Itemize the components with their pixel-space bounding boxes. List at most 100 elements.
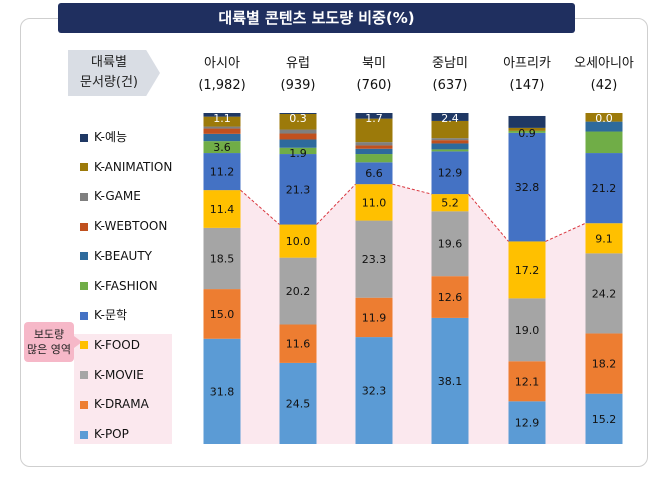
bar-segment — [431, 113, 469, 121]
data-label: 20.2 — [286, 285, 311, 298]
bar-segment — [355, 184, 393, 221]
category-label: 유럽 — [286, 56, 310, 71]
bar-segment — [203, 141, 241, 154]
data-label: 19.6 — [438, 238, 463, 251]
data-label: 0.3 — [289, 112, 307, 125]
highlight-callout: 보도량 많은 영역 — [24, 322, 82, 362]
bar-segment — [508, 130, 546, 133]
bar-segment — [355, 162, 393, 185]
data-label: 15.0 — [210, 308, 235, 321]
data-label: 3.6 — [213, 141, 231, 154]
data-label: 31.8 — [210, 385, 235, 398]
data-label: 12.9 — [438, 167, 463, 180]
bar-segment — [355, 297, 393, 338]
highlight-connector-line — [240, 189, 280, 225]
bar-segment — [508, 132, 546, 242]
category-label: 중남미 — [432, 56, 468, 71]
legend-item: K-문학 — [80, 307, 127, 323]
bar-segment — [431, 194, 469, 212]
category-count: (1,982) — [198, 78, 246, 93]
bar-segment — [431, 149, 469, 152]
legend-item: K-FOOD — [80, 337, 140, 353]
legend-item: K-BEAUTY — [80, 248, 152, 264]
data-label: 32.3 — [362, 385, 387, 398]
legend-swatch — [80, 222, 88, 231]
legend-label: K-GAME — [94, 189, 141, 204]
legend-item: K-예능 — [80, 129, 127, 145]
category-count: (760) — [356, 78, 392, 93]
bar-segment — [508, 361, 546, 402]
callout-line2: 많은 영역 — [27, 343, 71, 356]
bar-segment — [355, 113, 393, 119]
legend-swatch — [80, 133, 88, 142]
bar-segment — [585, 131, 623, 154]
legend-swatch — [80, 192, 88, 201]
bar-segment — [585, 121, 623, 132]
legend-item: K-POP — [80, 426, 129, 442]
data-label: 12.1 — [515, 375, 540, 388]
category-label: 아프리카 — [503, 56, 551, 71]
bar-segment — [279, 224, 317, 258]
bar-segment — [585, 223, 623, 254]
legend-swatch — [80, 311, 88, 320]
data-label: 12.6 — [438, 291, 463, 304]
bar-segment — [508, 115, 546, 128]
legend-label: K-FOOD — [94, 337, 140, 352]
legend-swatch — [80, 163, 88, 172]
bar-segment — [279, 362, 317, 444]
data-label: 24.5 — [286, 397, 311, 410]
bar-segment — [203, 128, 241, 134]
bar-segment — [203, 338, 241, 444]
bar-segment — [355, 142, 393, 146]
bar-segment — [431, 211, 469, 277]
bar-segment — [279, 129, 317, 134]
bar-segment — [355, 154, 393, 163]
category-count: (637) — [432, 78, 468, 93]
legend-label: K-예능 — [94, 130, 128, 144]
highlight-legend-area — [74, 334, 172, 444]
data-label: 21.2 — [592, 182, 617, 195]
data-label: 2.4 — [441, 112, 459, 125]
bar-segment — [355, 145, 393, 149]
data-label: 5.2 — [441, 197, 459, 210]
category-label: 아시아 — [204, 56, 240, 71]
data-label: 6.6 — [365, 167, 383, 180]
bar-segment — [585, 253, 623, 334]
bar-segment — [431, 143, 469, 150]
legend-item: K-GAME — [80, 188, 141, 204]
legend-label: K-문학 — [94, 308, 128, 323]
bar-segment — [355, 220, 393, 298]
legend-label: K-DRAMA — [94, 397, 149, 412]
legend-item: K-ANIMATION — [80, 159, 172, 175]
bar-segment — [203, 126, 241, 129]
bar-segment — [585, 153, 623, 224]
data-label: 32.8 — [515, 181, 540, 194]
bar-segment — [355, 148, 393, 155]
bar-segment — [279, 257, 317, 325]
chart-title: 대륙별 콘텐츠 보도량 비중(%) — [58, 3, 575, 33]
bar-segment — [279, 113, 317, 114]
bar-segment — [203, 133, 241, 142]
bar-segment — [279, 133, 317, 140]
legend-label: K-MOVIE — [94, 367, 144, 382]
data-label: 18.5 — [210, 252, 235, 265]
bar-segment — [355, 337, 393, 444]
data-label: 0.0 — [595, 112, 613, 125]
category-label: 오세아니아 — [574, 56, 634, 71]
legend-item: K-WEBTOON — [80, 218, 167, 234]
legend-label: K-BEAUTY — [94, 248, 152, 263]
bar-segment — [203, 113, 241, 117]
bar-segment — [203, 289, 241, 339]
legend-swatch — [80, 252, 88, 261]
data-label: 10.0 — [286, 235, 311, 248]
data-label: 18.2 — [592, 358, 617, 371]
legend-item: K-FASHION — [80, 278, 158, 294]
bar-segment — [431, 138, 469, 141]
bar-segment — [431, 120, 469, 139]
header-label-line1: 대륙별 — [91, 55, 127, 70]
category-count: (147) — [509, 78, 545, 93]
highlight-connector-line — [545, 222, 586, 242]
data-label: 1.9 — [289, 147, 307, 160]
data-label: 15.2 — [592, 413, 617, 426]
